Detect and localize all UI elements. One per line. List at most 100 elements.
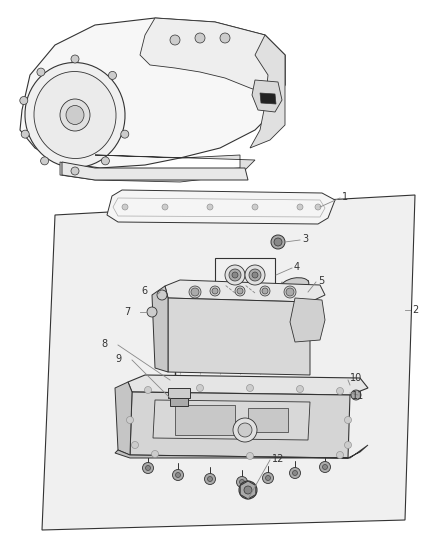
Text: 11: 11 xyxy=(352,391,364,401)
Ellipse shape xyxy=(34,71,116,158)
Circle shape xyxy=(252,204,258,210)
Circle shape xyxy=(212,288,218,294)
Text: 10: 10 xyxy=(350,373,362,383)
Circle shape xyxy=(336,451,343,458)
Circle shape xyxy=(189,286,201,298)
Circle shape xyxy=(315,204,321,210)
Circle shape xyxy=(220,33,230,43)
Circle shape xyxy=(240,480,244,484)
Circle shape xyxy=(336,387,343,394)
Circle shape xyxy=(229,269,241,281)
Circle shape xyxy=(297,385,304,392)
Circle shape xyxy=(210,286,220,296)
Text: 8: 8 xyxy=(102,339,108,349)
Circle shape xyxy=(262,288,268,294)
Polygon shape xyxy=(252,80,282,112)
Ellipse shape xyxy=(60,99,90,131)
Circle shape xyxy=(290,467,300,479)
Polygon shape xyxy=(165,280,325,302)
Circle shape xyxy=(247,384,254,392)
Bar xyxy=(168,388,190,398)
Circle shape xyxy=(195,33,205,43)
Ellipse shape xyxy=(281,278,309,292)
Circle shape xyxy=(71,167,79,175)
Ellipse shape xyxy=(25,62,125,167)
Circle shape xyxy=(245,265,265,285)
Circle shape xyxy=(41,157,49,165)
Circle shape xyxy=(207,204,213,210)
Circle shape xyxy=(247,453,254,459)
Polygon shape xyxy=(115,382,132,455)
Circle shape xyxy=(205,473,215,484)
Circle shape xyxy=(319,462,331,472)
Polygon shape xyxy=(60,155,255,182)
Circle shape xyxy=(345,441,352,448)
Circle shape xyxy=(131,441,138,448)
Text: 6: 6 xyxy=(142,286,148,296)
Circle shape xyxy=(244,486,252,494)
Polygon shape xyxy=(115,445,368,458)
Bar xyxy=(170,398,188,406)
Ellipse shape xyxy=(66,106,84,125)
Circle shape xyxy=(235,286,245,296)
Circle shape xyxy=(21,130,29,138)
Circle shape xyxy=(249,269,261,281)
Circle shape xyxy=(265,475,271,481)
Text: 3: 3 xyxy=(302,234,308,244)
Circle shape xyxy=(20,96,28,104)
Bar xyxy=(248,408,288,432)
Circle shape xyxy=(147,307,157,317)
Circle shape xyxy=(127,416,134,424)
Circle shape xyxy=(102,157,110,165)
Circle shape xyxy=(237,288,243,294)
Text: 12: 12 xyxy=(272,454,284,464)
Polygon shape xyxy=(260,93,276,104)
Circle shape xyxy=(351,390,361,400)
Bar xyxy=(175,405,235,435)
Text: 7: 7 xyxy=(124,307,130,317)
Circle shape xyxy=(322,464,328,470)
Polygon shape xyxy=(168,298,310,375)
Circle shape xyxy=(262,472,273,483)
Circle shape xyxy=(297,204,303,210)
Ellipse shape xyxy=(284,300,306,310)
Circle shape xyxy=(252,272,258,278)
Circle shape xyxy=(238,423,252,437)
Text: 9: 9 xyxy=(116,354,122,364)
Circle shape xyxy=(233,418,257,442)
Polygon shape xyxy=(290,298,325,342)
Polygon shape xyxy=(62,162,248,180)
Circle shape xyxy=(286,288,294,296)
Circle shape xyxy=(122,204,128,210)
Circle shape xyxy=(237,477,247,488)
Circle shape xyxy=(145,465,151,471)
Circle shape xyxy=(37,68,45,76)
Circle shape xyxy=(197,384,204,392)
Text: 5: 5 xyxy=(318,276,324,286)
Circle shape xyxy=(191,288,199,296)
Polygon shape xyxy=(240,481,256,499)
Polygon shape xyxy=(128,375,368,395)
Circle shape xyxy=(145,386,152,393)
Text: 1: 1 xyxy=(342,192,348,202)
Polygon shape xyxy=(20,18,285,168)
Polygon shape xyxy=(42,195,415,530)
Polygon shape xyxy=(130,392,350,458)
Circle shape xyxy=(284,286,296,298)
Circle shape xyxy=(225,265,245,285)
Circle shape xyxy=(162,204,168,210)
Circle shape xyxy=(293,471,297,475)
Circle shape xyxy=(208,477,212,481)
Circle shape xyxy=(152,450,159,457)
Circle shape xyxy=(345,416,352,424)
Circle shape xyxy=(109,71,117,79)
Text: 2: 2 xyxy=(412,305,418,315)
Circle shape xyxy=(142,463,153,473)
Bar xyxy=(215,258,275,292)
Circle shape xyxy=(232,272,238,278)
Circle shape xyxy=(176,472,180,478)
Circle shape xyxy=(170,35,180,45)
Circle shape xyxy=(121,130,129,138)
Polygon shape xyxy=(153,400,310,440)
Circle shape xyxy=(271,235,285,249)
